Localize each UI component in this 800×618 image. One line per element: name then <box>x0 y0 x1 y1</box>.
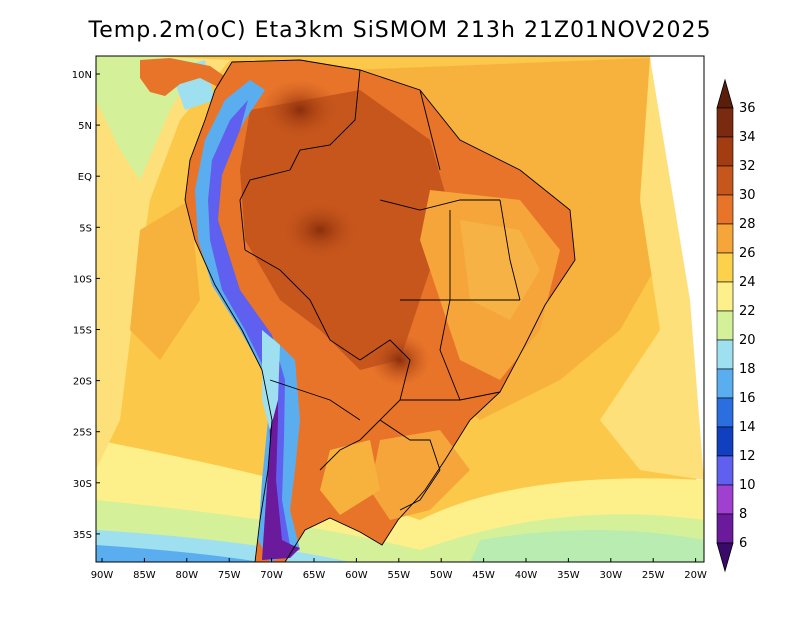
andes-colder-band <box>208 100 290 555</box>
lon-tick-label: 80W <box>175 570 198 581</box>
border-colombia <box>239 169 291 251</box>
border-uruguay <box>399 469 441 511</box>
lat-tick-label: 25S <box>73 428 92 439</box>
map-title: Temp.2m(oC) Eta3km SiSMOM 213h 21Z01NOV2… <box>88 18 712 43</box>
colorbar-label: 18 <box>739 362 756 377</box>
lon-tick-label: 75W <box>218 570 241 581</box>
colorbar-segment <box>716 484 734 515</box>
country-borders <box>184 59 576 563</box>
border-states-north <box>379 199 500 211</box>
temperature-field <box>96 56 704 562</box>
atlantic-cool-band <box>600 58 704 480</box>
colorbar-label: 16 <box>739 391 756 406</box>
border-states-central <box>439 210 461 401</box>
lon-tick-label: 60W <box>345 570 368 581</box>
north-hotspot <box>260 80 340 140</box>
colorbar-label: 22 <box>739 304 756 319</box>
colorbar-label: 34 <box>739 130 756 145</box>
border-paraguay <box>379 419 441 471</box>
plot-frame <box>95 55 705 563</box>
longitude-axis: 90W 85W 80W 75W 70W 65W 60W 55W 50W 45W 40W 35W 30W 2… <box>91 558 707 581</box>
argentina-patch <box>320 440 380 515</box>
lon-tick-label: 35W <box>557 570 580 581</box>
lat-tick-label: 30S <box>73 479 92 490</box>
lat-tick-label: EQ <box>78 172 92 183</box>
lat-tick-label: 20S <box>73 377 92 388</box>
colorbar-label: 32 <box>739 159 756 174</box>
lon-tick-label: 40W <box>515 570 538 581</box>
colorbar: 36 34 32 30 28 26 24 22 20 18 16 14 12 10 8 6 <box>716 78 756 573</box>
colorbar-bottom-arrow <box>716 542 734 573</box>
colorbar-label: 24 <box>739 275 756 290</box>
colorbar-label: 6 <box>739 536 747 551</box>
colorbar-label: 20 <box>739 333 756 348</box>
colorbar-segment <box>716 310 734 341</box>
border-states-south <box>400 391 501 401</box>
colorbar-segment <box>716 426 734 457</box>
colorbar-label: 10 <box>739 478 756 493</box>
lon-tick-label: 20W <box>684 570 707 581</box>
colorbar-segment <box>716 136 734 167</box>
lon-tick-label: 90W <box>91 570 114 581</box>
continent-outline <box>184 59 576 563</box>
colorbar-label: 36 <box>739 101 756 116</box>
border-peru-brazil <box>244 249 361 361</box>
colorbar-label: 30 <box>739 188 756 203</box>
colorbar-segment <box>716 281 734 312</box>
pantanal-hotspot <box>370 334 430 386</box>
colorbar-segment <box>716 368 734 399</box>
lon-tick-label: 30W <box>599 570 622 581</box>
colorbar-segment <box>716 513 734 544</box>
colorbar-label: 28 <box>739 217 756 232</box>
lon-tick-label: 45W <box>472 570 495 581</box>
lat-tick-label: 15S <box>73 326 92 337</box>
latitude-axis: 10N 5N EQ 5S 10S 15S 20S 25S 30S 35S <box>72 70 100 541</box>
colorbar-label: 14 <box>739 420 756 435</box>
south-brazil-patch <box>370 430 470 520</box>
lon-tick-label: 55W <box>387 570 410 581</box>
lat-tick-label: 10S <box>73 274 92 285</box>
lat-tick-label: 35S <box>73 530 92 541</box>
lon-tick-label: 70W <box>260 570 283 581</box>
border-states-east <box>499 199 521 301</box>
lon-tick-label: 65W <box>303 570 326 581</box>
lon-tick-label: 50W <box>430 570 453 581</box>
lat-tick-label: 5N <box>78 121 92 132</box>
colorbar-top-arrow <box>716 78 734 109</box>
northeast-light-patch <box>460 220 540 320</box>
colorbar-segment <box>716 397 734 428</box>
lat-tick-label: 5S <box>79 223 92 234</box>
colorbar-segment <box>716 107 734 138</box>
colorbar-segment <box>716 194 734 225</box>
colorbar-segment <box>716 223 734 254</box>
border-argentina <box>319 419 381 471</box>
amazon-hotspot <box>280 200 360 260</box>
border-venezuela <box>289 69 361 171</box>
colorbar-label: 26 <box>739 246 756 261</box>
central-america <box>140 58 230 96</box>
colorbar-segment <box>716 252 734 283</box>
colorbar-label: 8 <box>739 507 747 522</box>
border-guianas <box>419 89 441 171</box>
colorbar-segment <box>716 455 734 486</box>
lon-tick-label: 85W <box>133 570 156 581</box>
colorbar-label: 12 <box>739 449 756 464</box>
border-bolivia <box>359 339 411 421</box>
colorbar-segment <box>716 339 734 370</box>
colorbar-segment <box>716 165 734 196</box>
lon-tick-label: 25W <box>642 570 665 581</box>
lat-tick-label: 10N <box>72 70 92 81</box>
se-green-band <box>470 530 704 562</box>
pacific-orange-patch <box>130 200 200 360</box>
southern-blue-band <box>96 545 260 562</box>
border-chile-bolivia <box>269 379 361 421</box>
